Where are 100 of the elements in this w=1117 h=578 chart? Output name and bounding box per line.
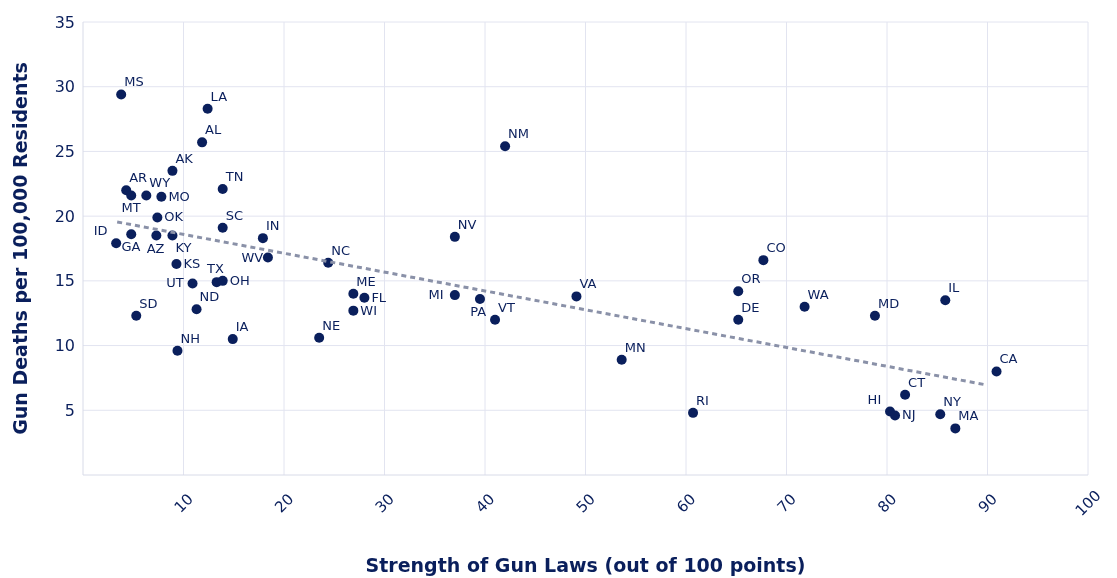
x-tick-label: 100 xyxy=(1071,486,1105,520)
point xyxy=(187,278,198,289)
annotation: WI xyxy=(360,302,378,318)
point xyxy=(688,407,699,418)
annotation: MS xyxy=(124,74,144,90)
annotation: ME xyxy=(356,273,376,289)
point xyxy=(217,275,228,286)
y-axis-title: Gun Deaths per 100,000 Residents xyxy=(9,62,31,435)
annotation: SD xyxy=(139,295,158,311)
annotation: CA xyxy=(999,351,1018,367)
point xyxy=(500,141,511,152)
point xyxy=(227,334,238,345)
point xyxy=(171,259,182,270)
x-axis-title: Strength of Gun Laws (out of 100 points) xyxy=(365,554,806,576)
annotation: TN xyxy=(224,168,244,184)
point xyxy=(348,288,359,299)
point xyxy=(257,233,268,244)
point xyxy=(152,212,163,223)
point xyxy=(940,295,951,306)
point xyxy=(202,103,213,114)
point xyxy=(799,301,810,312)
point xyxy=(935,409,946,420)
annotation: OH xyxy=(229,272,250,288)
annotation: MT xyxy=(121,200,141,216)
annotation: KY xyxy=(175,239,192,255)
annotation: MO xyxy=(168,188,190,204)
point xyxy=(141,190,152,201)
point xyxy=(869,310,880,321)
y-tick-label: 30 xyxy=(54,77,75,97)
annotation: IN xyxy=(265,218,280,234)
x-tick-label: 20 xyxy=(271,490,298,517)
annotation: VT xyxy=(498,299,515,315)
annotation: HI xyxy=(867,391,882,407)
annotation: MA xyxy=(958,408,979,424)
annotation: DE xyxy=(741,299,760,315)
point xyxy=(167,165,178,176)
annotation: FL xyxy=(371,289,387,305)
annotation: NY xyxy=(943,394,961,410)
annotation: IA xyxy=(235,319,249,335)
point xyxy=(890,410,901,421)
annotation: GA xyxy=(121,239,141,255)
point xyxy=(126,190,137,201)
point xyxy=(359,292,370,303)
annotation: NC xyxy=(331,242,351,258)
annotation: WA xyxy=(807,286,829,302)
y-tick-label: 25 xyxy=(54,142,75,162)
annotation: MN xyxy=(624,339,646,355)
point xyxy=(758,255,769,266)
annotation: NJ xyxy=(902,407,916,423)
point xyxy=(733,286,744,297)
annotation: OR xyxy=(741,271,761,287)
point xyxy=(262,252,273,263)
annotation: IL xyxy=(948,280,961,296)
point xyxy=(616,354,627,365)
point xyxy=(449,231,460,242)
annotation: UT xyxy=(166,275,184,291)
annotation: CT xyxy=(908,374,926,390)
annotation: WY xyxy=(149,175,171,191)
point xyxy=(733,314,744,325)
annotation: NE xyxy=(322,317,341,333)
annotation: KS xyxy=(183,256,201,272)
annotation: CO xyxy=(766,240,786,256)
annotation: OK xyxy=(164,209,184,225)
annotation: AK xyxy=(175,150,194,166)
point xyxy=(172,345,183,356)
annotation: AZ xyxy=(146,240,165,256)
annotation: NM xyxy=(508,126,530,142)
annotation: AL xyxy=(205,122,222,138)
annotation: MD xyxy=(877,295,900,311)
point xyxy=(950,423,961,434)
y-tick-label: 5 xyxy=(64,400,75,420)
annotation: NV xyxy=(457,216,477,232)
annotation: WV xyxy=(241,249,264,265)
annotation: ID xyxy=(93,223,108,239)
point xyxy=(197,137,208,148)
point xyxy=(348,305,359,316)
y-tick-label: 20 xyxy=(54,206,75,226)
y-tick-label: 15 xyxy=(54,271,75,291)
y-tick-label: 35 xyxy=(54,12,75,32)
point xyxy=(991,366,1002,377)
x-tick-label: 90 xyxy=(974,490,1001,517)
annotation: VA xyxy=(579,276,597,292)
x-tick-label: 70 xyxy=(773,490,800,517)
annotation: LA xyxy=(210,88,228,104)
point xyxy=(131,310,142,321)
point xyxy=(449,290,460,301)
annotation: RI xyxy=(696,392,709,408)
point xyxy=(217,222,228,233)
annotation: AR xyxy=(129,170,148,186)
x-tick-label: 30 xyxy=(371,490,398,517)
point xyxy=(217,183,228,194)
y-tick-label: 10 xyxy=(54,336,75,356)
point xyxy=(111,238,122,249)
annotation: PA xyxy=(470,303,487,319)
x-tick-label: 80 xyxy=(874,490,901,517)
point xyxy=(116,89,127,100)
point xyxy=(151,230,162,241)
point xyxy=(900,389,911,400)
point xyxy=(126,229,137,240)
annotation: NH xyxy=(180,330,200,346)
